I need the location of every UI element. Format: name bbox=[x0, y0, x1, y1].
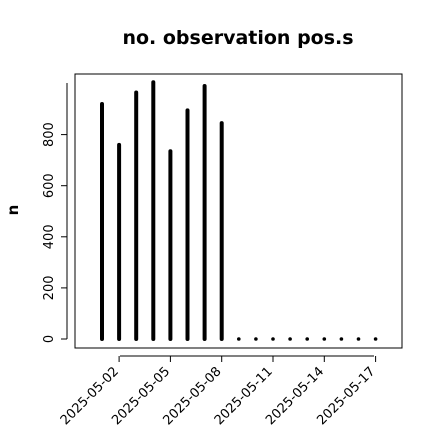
x-ticks: 2025-05-022025-05-052025-05-082025-05-11… bbox=[58, 356, 378, 428]
y-ticks: 0 200 400 600 800 bbox=[42, 122, 67, 343]
y-tick-label: 600 bbox=[42, 173, 57, 198]
plot-frame bbox=[74, 73, 403, 349]
bar bbox=[339, 337, 344, 341]
y-tick-label: 800 bbox=[42, 122, 57, 147]
bar bbox=[288, 337, 292, 341]
bars bbox=[100, 80, 378, 341]
chart-title: no. observation pos.s bbox=[122, 27, 353, 49]
bar bbox=[271, 337, 275, 341]
bar bbox=[322, 337, 327, 341]
y-tick-label: 200 bbox=[42, 275, 57, 300]
y-tick-label: 0 bbox=[42, 335, 57, 343]
bar bbox=[356, 337, 361, 341]
bar bbox=[254, 337, 258, 341]
bar bbox=[237, 337, 241, 341]
y-axis-label: n bbox=[4, 205, 22, 216]
bar bbox=[305, 337, 310, 341]
y-tick-label: 400 bbox=[42, 224, 57, 249]
bar bbox=[373, 337, 378, 341]
